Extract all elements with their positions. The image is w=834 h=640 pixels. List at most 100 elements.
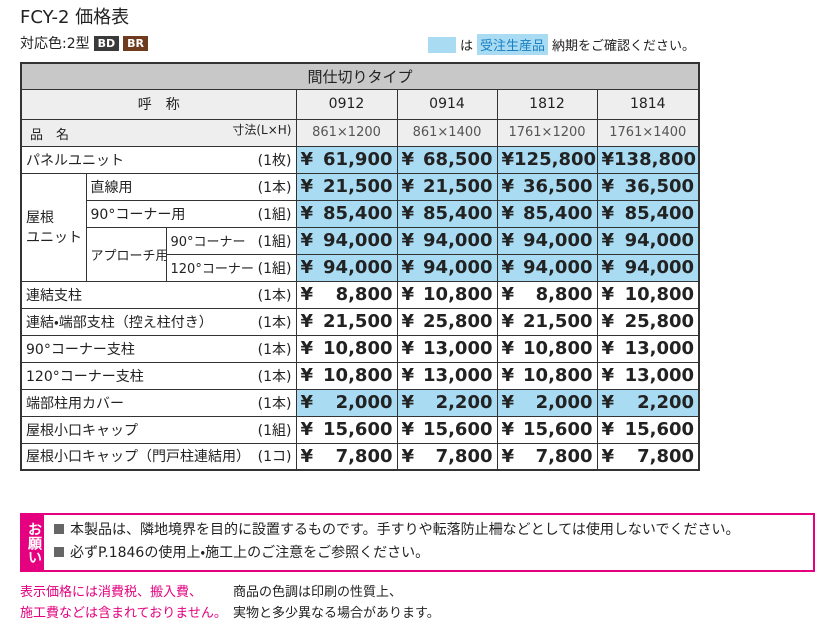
notice-item: 必ずP.1846の使用上・施工上のご注意をご参照ください。	[54, 542, 739, 565]
currency: ¥	[401, 338, 415, 359]
price: 2,200	[435, 392, 493, 413]
item-name: 120°コーナー支柱	[26, 368, 144, 385]
item-unit: (1組)	[257, 422, 292, 439]
size: 861×1400	[396, 118, 498, 147]
name-wrap: 90°コーナー用 (1組)	[91, 204, 292, 224]
price: 15,600	[323, 419, 393, 440]
name-wrap: 90°コーナー (1組)	[171, 231, 292, 251]
name-cell: 120°コーナー (1組)	[165, 253, 297, 282]
currency: ¥	[300, 311, 314, 332]
price-wrap: ¥94,000	[402, 257, 493, 278]
currency: ¥	[501, 203, 515, 224]
price-cell: ¥61,900	[295, 145, 398, 174]
legend-text: 納期をご確認ください。	[552, 39, 696, 54]
notice-items: 本製品は、隣地境界を目的に設置するものです。手すりや転落防止柵などとしては使用し…	[44, 515, 749, 570]
price-cell: ¥2,200	[596, 388, 700, 417]
currency: ¥	[501, 311, 515, 332]
name-wrap: 120°コーナー支柱 (1本)	[26, 366, 292, 386]
currency: ¥	[601, 392, 615, 413]
item-name: 90°コーナー用	[90, 206, 186, 223]
price-wrap: ¥13,000	[402, 365, 493, 386]
notice: お願い 本製品は、隣地境界を目的に設置するものです。手すりや転落防止柵などとして…	[20, 513, 815, 572]
currency: ¥	[300, 230, 314, 251]
price: 68,500	[423, 149, 493, 170]
price-cell: ¥94,000	[396, 226, 498, 255]
note-line: 商品の色調は印刷の性質上、	[233, 585, 403, 600]
currency: ¥	[501, 230, 515, 251]
currency: ¥	[601, 365, 615, 386]
price-wrap: ¥125,800	[502, 149, 597, 170]
currency: ¥	[401, 149, 415, 170]
price-cell: ¥94,000	[596, 253, 700, 282]
price-cell: ¥94,000	[496, 253, 598, 282]
name-cell: 端部柱用カバー (1本)	[20, 388, 297, 417]
item-unit: (1本)	[257, 368, 292, 385]
price: 10,800	[323, 365, 393, 386]
item-name: 90°コーナー	[170, 234, 246, 250]
price: 10,800	[423, 284, 493, 305]
price-wrap: ¥94,000	[502, 230, 593, 251]
price-cell: ¥8,800	[496, 280, 598, 309]
price-wrap: ¥10,800	[602, 284, 695, 305]
currency: ¥	[401, 284, 415, 305]
name-cell: 屋根小口キャップ（門戸柱連結用） (1コ)	[20, 442, 297, 471]
price-cell: ¥68,500	[396, 145, 498, 174]
price-cell: ¥7,800	[295, 442, 398, 471]
name-wrap: 直線用 (1本)	[91, 177, 292, 197]
price-wrap: ¥15,600	[602, 419, 695, 440]
price: 138,800	[614, 149, 697, 170]
price-cell: ¥125,800	[496, 145, 598, 174]
row: 連結・端部支柱（控え柱付き） (1本) ¥21,500 ¥25,800 ¥21,500 ¥…	[20, 307, 700, 336]
name-wrap: パネルユニット (1枚)	[26, 150, 292, 170]
price-cell: ¥8,800	[295, 280, 398, 309]
row: パネルユニット (1枚) ¥61,900 ¥68,500 ¥125,800 ¥138,80…	[20, 145, 700, 174]
price-wrap: ¥8,800	[502, 284, 593, 305]
price: 85,400	[423, 203, 493, 224]
color-options: 対応色:2型 BD BR	[20, 33, 148, 53]
note-line: 表示価格には消費税、搬入費、	[20, 585, 203, 600]
currency: ¥	[601, 338, 615, 359]
currency: ¥	[300, 338, 314, 359]
price-cell: ¥25,800	[596, 307, 700, 336]
row: 90°コーナー支柱 (1本) ¥10,800 ¥13,000 ¥10,800 ¥13,00…	[20, 334, 700, 363]
price-cell: ¥15,600	[295, 415, 398, 444]
item-name: 端部柱用カバー	[26, 395, 124, 412]
legend-swatch	[428, 36, 456, 53]
price: 2,200	[637, 392, 695, 413]
currency: ¥	[300, 284, 314, 305]
name-wrap: 屋根小口キャップ (1組)	[26, 420, 292, 440]
price: 2,000	[535, 392, 593, 413]
currency: ¥	[300, 445, 314, 467]
price: 21,500	[523, 311, 593, 332]
currency: ¥	[401, 392, 415, 413]
price: 94,000	[423, 257, 493, 278]
item-unit: (1本)	[257, 395, 292, 412]
price-wrap: ¥21,500	[402, 176, 493, 197]
size: 1761×1400	[596, 118, 700, 147]
price-cell: ¥94,000	[396, 253, 498, 282]
currency: ¥	[601, 284, 615, 305]
code: 0912	[295, 88, 398, 120]
currency: ¥	[401, 203, 415, 224]
price: 13,000	[423, 365, 493, 386]
price-cell: ¥2,000	[295, 388, 398, 417]
price: 94,000	[624, 257, 695, 278]
currency: ¥	[601, 203, 615, 224]
name-cell: 90°コーナー支柱 (1本)	[20, 334, 297, 363]
price-wrap: ¥61,900	[301, 149, 393, 170]
price-wrap: ¥15,600	[502, 419, 593, 440]
price: 15,600	[423, 419, 493, 440]
currency: ¥	[401, 365, 415, 386]
price-cell: ¥94,000	[496, 226, 598, 255]
price-wrap: ¥7,800	[502, 446, 593, 467]
code-label: 呼 称	[20, 88, 297, 120]
row: 端部柱用カバー (1本) ¥2,000 ¥2,200 ¥2,000 ¥2,200	[20, 388, 700, 417]
price-wrap: ¥94,000	[502, 257, 593, 278]
currency: ¥	[300, 365, 314, 386]
notice-text: 本製品は、隣地境界を目的に設置するものです。手すりや転落防止柵などとしては使用し…	[70, 522, 740, 538]
row: 120°コーナー (1組) ¥94,000 ¥94,000 ¥94,000 ¥94,000	[21, 253, 700, 282]
price-cell: ¥10,800	[396, 280, 498, 309]
type-header: 間仕切りタイプ	[20, 62, 700, 90]
title: FCY-2 価格表	[20, 7, 130, 28]
price-cell: ¥25,800	[396, 307, 498, 336]
